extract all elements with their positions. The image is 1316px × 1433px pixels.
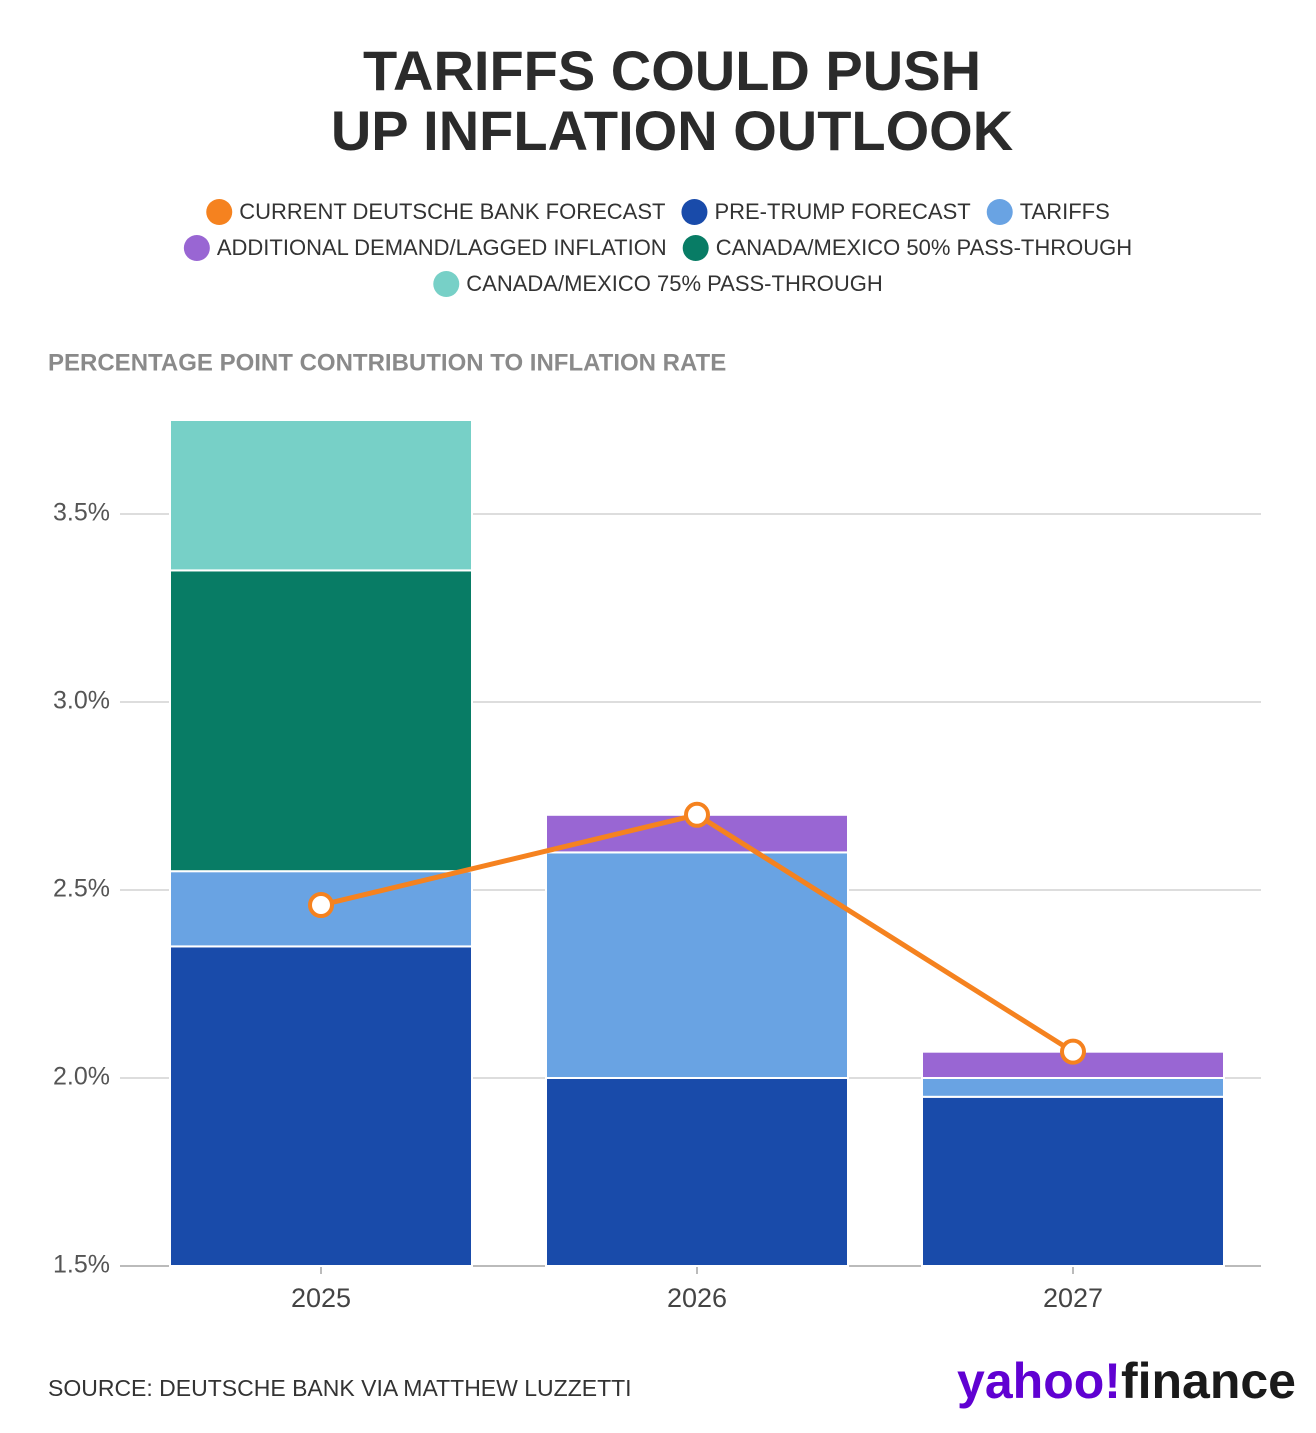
legend-swatch (183, 235, 210, 261)
legend-item: CANADA/MEXICO 75% PASS-THROUGH (433, 271, 883, 297)
legend-swatch (206, 199, 233, 225)
y-tick-label: 1.5% (53, 1251, 110, 1279)
legend-item: CURRENT DEUTSCHE BANK FORECAST (206, 199, 665, 225)
bar-segment (921, 1095, 1225, 1268)
bar-segment (545, 1077, 849, 1267)
x-tick-label: 2027 (1043, 1283, 1103, 1313)
logo: yahoo!finance (957, 1353, 1296, 1409)
legend-label: PRE-TRUMP FORECAST (714, 199, 970, 224)
legend-label: CANADA/MEXICO 75% PASS-THROUGH (466, 271, 882, 296)
x-tick-label: 2025 (291, 1283, 351, 1313)
legend-item: TARIFFS (986, 199, 1110, 225)
legend-swatch (682, 235, 709, 261)
legend-swatch (433, 271, 460, 297)
legend-swatch (986, 199, 1013, 225)
y-tick-label: 2.0% (53, 1063, 110, 1091)
line-point (1060, 1038, 1086, 1065)
bar-segment (169, 870, 473, 948)
legend-swatch (681, 199, 708, 225)
bar-segment (545, 851, 849, 1080)
legend-label: CANADA/MEXICO 50% PASS-THROUGH (716, 235, 1132, 260)
legend: CURRENT DEUTSCHE BANK FORECAST PRE-TRUMP … (183, 199, 1132, 297)
legend-label: CURRENT DEUTSCHE BANK FORECAST (239, 199, 665, 224)
y-axis-title: PERCENTAGE POINT CONTRIBUTION TO INFLATI… (48, 349, 726, 376)
y-tick-label: 3.0% (53, 687, 110, 715)
x-tick-label: 2026 (667, 1283, 727, 1313)
y-tick-label: 3.5% (53, 499, 110, 527)
bar-segment (169, 419, 473, 572)
chart-title: TARIFFS COULD PUSH (363, 39, 981, 102)
legend-item: ADDITIONAL DEMAND/LAGGED INFLATION (183, 235, 667, 261)
y-tick-label: 2.5% (53, 875, 110, 903)
logo-brand: yahoo! (957, 1353, 1121, 1409)
legend-item: PRE-TRUMP FORECAST (681, 199, 971, 225)
source: SOURCE: DEUTSCHE BANK VIA MATTHEW LUZZET… (48, 1375, 632, 1401)
legend-label: TARIFFS (1020, 199, 1110, 224)
bar-segment (169, 569, 473, 873)
bar-segment (169, 945, 473, 1268)
logo-product: finance (1121, 1353, 1296, 1409)
line-point (308, 892, 334, 919)
legend-item: CANADA/MEXICO 50% PASS-THROUGH (682, 235, 1132, 261)
chart-title: UP INFLATION OUTLOOK (331, 99, 1013, 162)
line-point (684, 801, 710, 828)
legend-label: ADDITIONAL DEMAND/LAGGED INFLATION (217, 235, 667, 260)
bar-segment (921, 1077, 1225, 1098)
